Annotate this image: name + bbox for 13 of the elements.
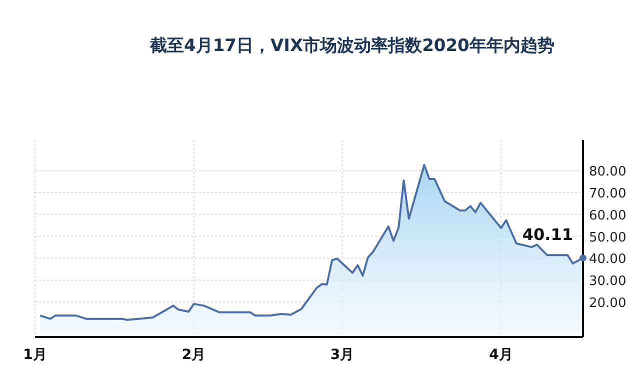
ytick: 40.00 <box>589 252 626 268</box>
ytick: 80.00 <box>589 164 626 180</box>
ytick: 70.00 <box>589 186 626 202</box>
xtick: 2月 <box>182 347 206 363</box>
ytick: 30.00 <box>589 274 626 290</box>
title: 截至4月17日，VIX市场波动率指数2020年年内趋势 <box>150 36 554 56</box>
annotation: 40.11 <box>522 224 573 244</box>
ytick: 20.00 <box>589 296 626 311</box>
xtick: 3月 <box>330 347 354 363</box>
ytick: 50.00 <box>589 230 626 246</box>
xtick: 1月 <box>23 347 47 363</box>
ytick: 60.00 <box>589 208 626 224</box>
xtick: 4月 <box>489 347 513 363</box>
